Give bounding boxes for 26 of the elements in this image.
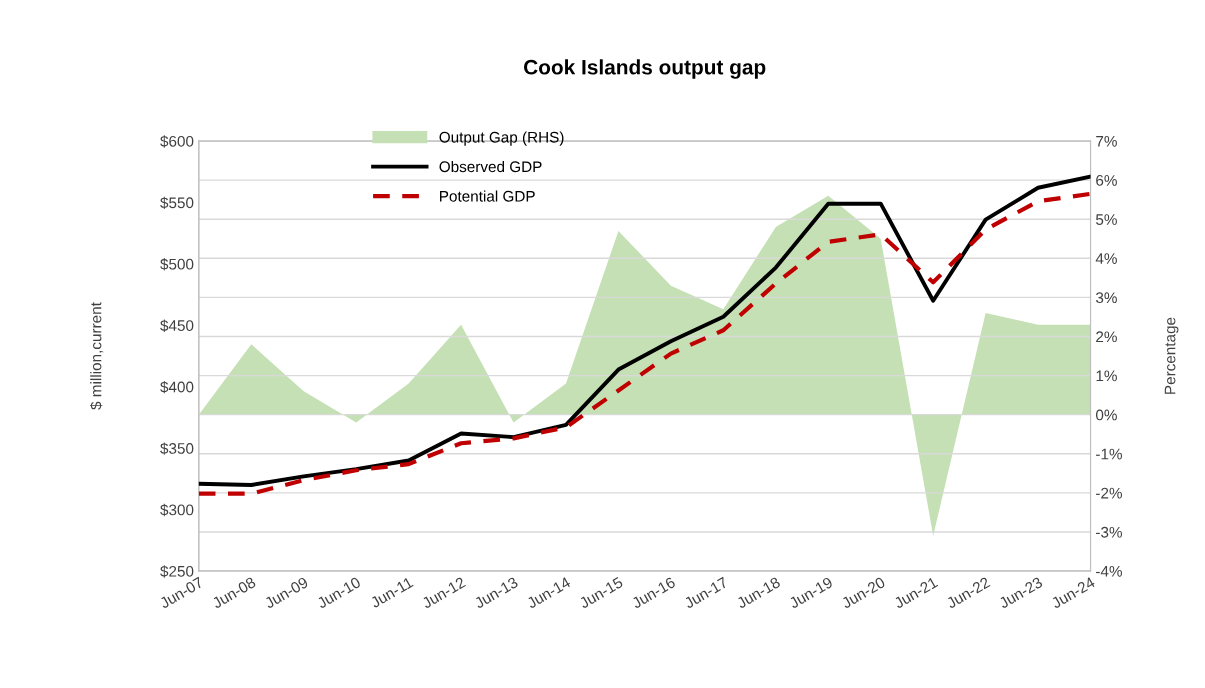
y-tick-label: $550 bbox=[160, 196, 194, 210]
y2-tick-label: 2% bbox=[1096, 331, 1117, 343]
y-tick-label: $400 bbox=[160, 380, 194, 394]
y2-axis-title: Percentage bbox=[1164, 317, 1179, 394]
y2-tick-label: -2% bbox=[1096, 487, 1123, 499]
chart-title: Cook Islands output gap bbox=[524, 59, 766, 79]
y2-tick-label: 4% bbox=[1095, 253, 1117, 264]
y2-tick-label: -3% bbox=[1096, 526, 1123, 538]
y-tick-label: $300 bbox=[160, 503, 194, 517]
y-tick-label: $450 bbox=[160, 319, 194, 332]
y2-tick-label: 0% bbox=[1095, 409, 1117, 421]
y2-tick-label: 6% bbox=[1096, 175, 1117, 186]
y-tick-label: $250 bbox=[160, 565, 194, 578]
y-tick-label: $500 bbox=[160, 258, 194, 271]
y2-tick-label: -4% bbox=[1096, 565, 1123, 577]
y2-tick-label: -1% bbox=[1096, 448, 1123, 460]
y2-tick-label: 3% bbox=[1095, 292, 1117, 304]
y2-tick-label: 1% bbox=[1096, 370, 1117, 382]
legend-label: Potential GDP bbox=[440, 190, 535, 202]
y2-tick-label: 7% bbox=[1096, 135, 1117, 147]
legend-label: Observed GDP bbox=[439, 160, 542, 173]
y2-tick-label: 5% bbox=[1096, 214, 1117, 225]
y-axis-title: $ million,current bbox=[89, 302, 104, 410]
y-tick-label: $350 bbox=[160, 442, 194, 455]
legend-label: Output Gap (RHS) bbox=[439, 131, 564, 146]
y-tick-label: $600 bbox=[160, 135, 194, 148]
